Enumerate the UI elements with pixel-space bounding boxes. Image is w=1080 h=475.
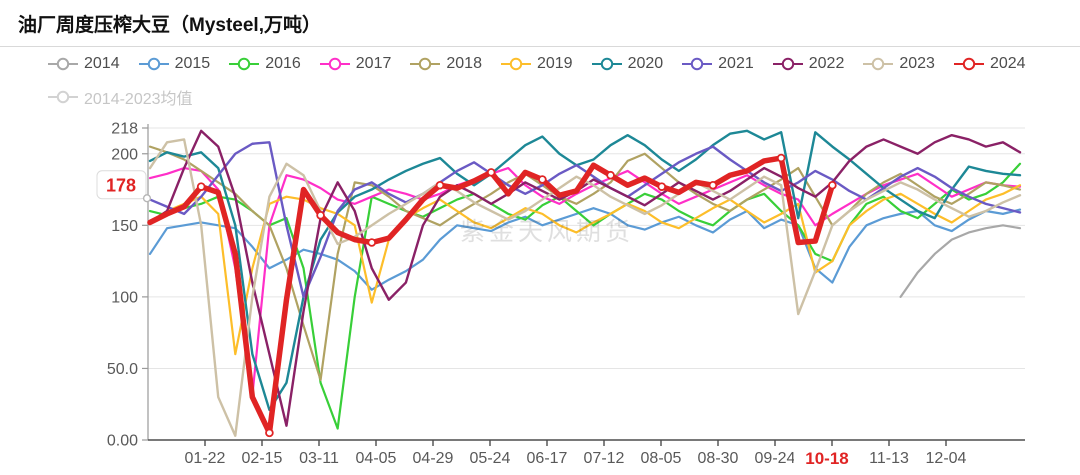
legend-label: 2022 [808, 55, 845, 72]
series-line-2019 [148, 184, 1022, 356]
legend-marker-icon [319, 57, 350, 71]
x-axis-tick-label: 02-15 [242, 450, 283, 467]
legend-label: 2015 [174, 55, 211, 72]
series-marker-2024 [776, 153, 786, 163]
x-axis-tick-label: 09-24 [755, 450, 796, 467]
latest-value-box [96, 170, 147, 200]
legend-marker-icon [410, 57, 441, 71]
x-axis-tick-label: 11-13 [869, 450, 909, 467]
series-marker-2024 [367, 238, 377, 247]
legend-marker-icon [229, 57, 260, 71]
series-line-2017 [148, 166, 1022, 397]
legend-marker-icon [138, 57, 169, 71]
legend-label: 2019 [536, 55, 573, 72]
series-marker-2024 [316, 211, 325, 220]
series-marker-2024 [435, 180, 445, 190]
legend-label: 2017 [355, 55, 392, 72]
legend-marker-icon [500, 57, 531, 71]
legend-label: 2014-2023均值 [84, 91, 193, 108]
series-marker-2024 [606, 170, 615, 180]
y-axis-tick-label: 200 [111, 146, 138, 163]
legend-item-2021[interactable]: 2021 [682, 55, 754, 73]
legend-label: 2014 [84, 55, 120, 72]
x-axis-tick-label: 08-30 [698, 450, 739, 467]
legend-marker-icon [953, 57, 984, 71]
chart-title: 油厂周度压榨大豆（Mysteel,万吨） [18, 15, 321, 36]
legend-label: 2020 [627, 55, 664, 72]
x-axis-tick-label: 01-22 [185, 450, 226, 467]
title-divider [0, 46, 1080, 47]
legend-item-2014[interactable]: 2014 [48, 55, 120, 73]
series-marker-2024 [196, 182, 206, 191]
legend-marker-icon [591, 57, 622, 71]
latest-value-anchor [142, 194, 152, 203]
x-axis-tick-label-latest: 10-18 [805, 449, 848, 468]
legend-item-2024[interactable]: 2024 [953, 55, 1026, 73]
legend-item-2018[interactable]: 2018 [410, 55, 482, 73]
x-axis-tick-label: 08-05 [641, 450, 682, 467]
y-axis-tick-label: 50.0 [107, 361, 138, 378]
y-axis-tick-label: 150 [111, 218, 138, 235]
legend-marker-icon [863, 57, 894, 71]
legend-label: 2021 [718, 55, 754, 72]
y-axis-tick-label: 0.00 [107, 433, 138, 450]
x-axis-tick-label: 04-29 [413, 450, 454, 467]
y-axis-tick-label: 100 [111, 289, 138, 306]
x-axis-tick-label: 06-17 [527, 450, 568, 467]
legend-item-2015[interactable]: 2015 [138, 55, 211, 73]
legend-label: 2024 [989, 55, 1026, 72]
legend-item-2020[interactable]: 2020 [591, 55, 664, 73]
legend-item-2022[interactable]: 2022 [772, 55, 845, 73]
series-marker-2024 [828, 180, 837, 190]
series-line-2014 [899, 224, 1022, 298]
series-marker-2024 [486, 168, 496, 177]
legend-item-2017[interactable]: 2017 [319, 55, 392, 73]
legend-marker-icon [772, 57, 803, 71]
legend-label: 2023 [899, 55, 935, 72]
x-axis-tick-label: 07-12 [584, 450, 625, 467]
latest-date-backing [794, 447, 862, 469]
legend-row-years: 2014 2015 2016 2017 2018 2019 2020 2021 2022 2023… [48, 55, 1026, 73]
series-line-2022 [148, 129, 1022, 427]
legend-item-average[interactable]: 2014-2023均值 [48, 85, 193, 109]
x-axis-tick-label: 03-11 [299, 450, 339, 467]
legend-label: 2018 [446, 55, 482, 72]
series-marker-2024 [708, 180, 718, 190]
legend-item-2023[interactable]: 2023 [863, 55, 935, 73]
legend-label: 2016 [265, 55, 301, 72]
series-line-2018 [148, 145, 1022, 381]
legend-marker-icon [48, 57, 78, 71]
legend-marker-icon [48, 90, 78, 104]
legend-item-2019[interactable]: 2019 [500, 55, 573, 73]
series-marker-2024 [657, 182, 667, 191]
legend-marker-icon [682, 57, 713, 71]
series-line-2016 [148, 162, 1022, 430]
legend-item-2016[interactable]: 2016 [229, 55, 301, 73]
y-axis-tick-label: 218 [111, 121, 138, 138]
x-axis-tick-label: 04-05 [356, 450, 397, 467]
x-axis-tick-label: 12-04 [926, 450, 967, 467]
legend-row-average: 2014-2023均值 [48, 85, 193, 109]
latest-value-label: 178 [106, 176, 136, 196]
series-marker-2024 [538, 175, 547, 184]
series-marker-2024 [265, 428, 274, 438]
x-axis-tick-label: 05-24 [470, 450, 511, 467]
series-line-2020 [148, 129, 1022, 412]
